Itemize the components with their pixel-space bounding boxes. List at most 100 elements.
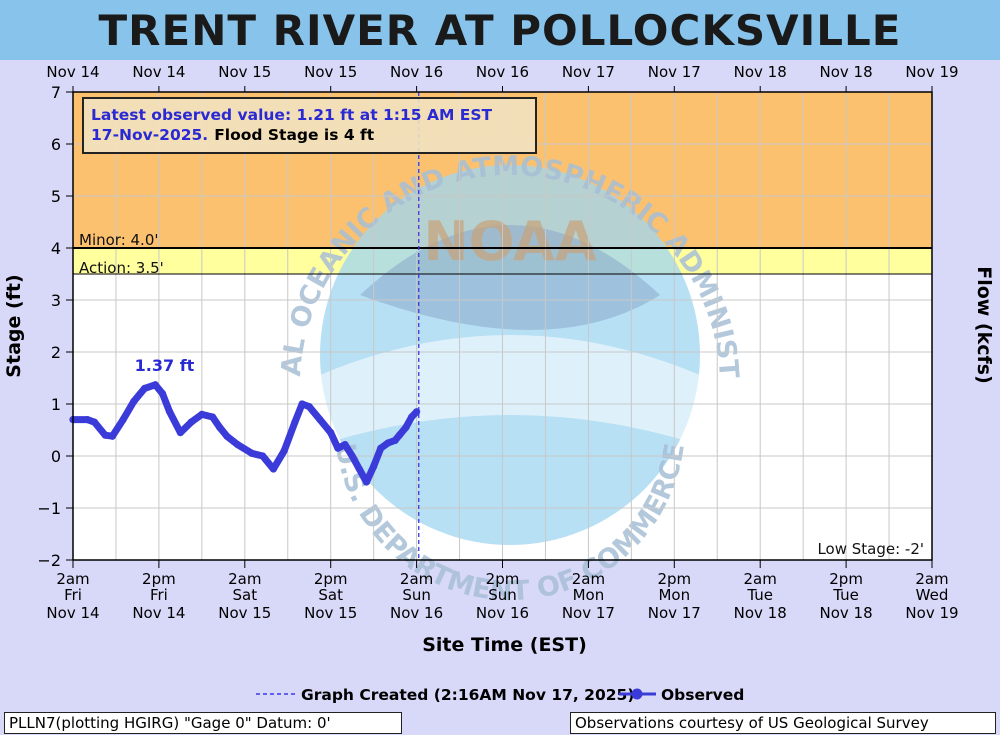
bottom-tick-date: Nov 17	[648, 604, 701, 622]
bottom-tick-time: 2am	[744, 570, 777, 588]
observed-point	[298, 400, 306, 408]
top-tick-label: Nov 16	[390, 63, 443, 81]
bottom-tick-day: Wed	[916, 586, 949, 604]
bottom-tick-day: Fri	[150, 586, 168, 604]
y-tick-label: 4	[51, 239, 61, 258]
y-tick-label: −1	[37, 499, 61, 518]
source-note: Observations courtesy of US Geological S…	[570, 712, 996, 734]
top-tick-label: Nov 18	[820, 63, 873, 81]
bottom-tick-date: Nov 18	[734, 604, 787, 622]
y-tick-label: 2	[51, 343, 61, 362]
bottom-tick-time: 2am	[572, 570, 605, 588]
chart-legend: Graph Created (2:16AM Nov 17, 2025) Obser…	[256, 686, 744, 704]
observed-point	[234, 440, 242, 449]
observed-point	[259, 452, 267, 460]
top-tick-label: Nov 18	[734, 63, 787, 81]
observed-point	[395, 431, 404, 439]
bottom-tick-time: 2pm	[314, 570, 348, 588]
bottom-tick-day: Sun	[488, 586, 517, 604]
bottom-tick-date: Nov 14	[132, 604, 185, 622]
minor-stage-label: Minor: 4.0'	[79, 231, 159, 249]
observed-point	[341, 440, 349, 449]
y-axis-label: Stage (ft)	[3, 274, 25, 377]
watermark-center-text: NOAA	[423, 210, 596, 273]
bottom-tick-date: Nov 15	[218, 604, 271, 622]
observed-point	[355, 465, 363, 473]
observed-point	[407, 413, 416, 421]
top-tick-label: Nov 14	[132, 63, 185, 81]
bottom-tick-time: 2am	[56, 570, 89, 588]
bottom-tick-time: 2am	[400, 570, 433, 588]
bottom-tick-date: Nov 16	[476, 604, 529, 622]
x-axis-label: Site Time (EST)	[422, 634, 587, 656]
observed-point	[327, 429, 335, 437]
chart-title: TRENT RIVER AT POLLOCKSVILLE	[98, 5, 902, 55]
observed-point	[334, 444, 342, 452]
top-tick-label: Nov 15	[218, 63, 271, 81]
observed-point	[291, 418, 299, 426]
top-tick-label: Nov 15	[304, 63, 357, 81]
bottom-tick-day: Sun	[402, 586, 431, 604]
bottom-tick-day: Sat	[232, 586, 257, 604]
observed-point	[316, 416, 324, 424]
observed-point	[413, 408, 421, 416]
bottom-tick-date: Nov 17	[562, 604, 615, 622]
legend-created-label: Graph Created (2:16AM Nov 17, 2025)	[301, 686, 634, 704]
bottom-tick-date: Nov 14	[46, 604, 99, 622]
observed-line	[69, 381, 421, 486]
observed-point	[402, 423, 410, 431]
observed-point	[130, 397, 138, 405]
observed-point	[151, 381, 159, 389]
observed-point	[248, 449, 256, 457]
observed-point	[384, 439, 392, 447]
top-tick-label: Nov 17	[648, 63, 701, 81]
bottom-tick-day: Tue	[832, 586, 859, 604]
bottom-tick-day: Mon	[658, 586, 690, 604]
observed-point	[223, 432, 231, 440]
y-tick-label: 7	[51, 83, 61, 102]
observed-point	[90, 418, 99, 426]
observed-point	[391, 436, 399, 444]
info-flood-stage: Flood Stage is 4 ft	[214, 126, 375, 144]
bottom-tick-time: 2pm	[829, 570, 863, 588]
bottom-tick-day: Mon	[573, 586, 605, 604]
y-tick-label: 5	[51, 187, 61, 206]
observed-point	[158, 390, 167, 398]
watermark-gull	[360, 225, 660, 330]
bottom-tick-day: Tue	[746, 586, 773, 604]
observed-series: 1.37 ft	[69, 356, 421, 486]
observed-point	[140, 384, 149, 392]
observed-point	[348, 452, 356, 460]
bottom-tick-time: 2pm	[486, 570, 520, 588]
observed-point	[305, 403, 313, 411]
observed-point	[187, 418, 195, 426]
bottom-tick-day: Fri	[64, 586, 82, 604]
info-line-1: Latest observed value: 1.21 ft at 1:15 A…	[91, 106, 493, 124]
observed-point	[101, 431, 109, 439]
low-stage-label: Low Stage: -2'	[817, 540, 924, 558]
observed-point	[370, 462, 378, 470]
y-tick-label: 1	[51, 395, 61, 414]
observed-point	[362, 478, 371, 486]
bottom-tick-date: Nov 15	[304, 604, 357, 622]
latest-observed-box: Latest observed value: 1.21 ft at 1:15 A…	[82, 97, 537, 154]
observed-point	[108, 432, 116, 440]
threshold-lines: Minor: 4.0' Action: 3.5' Low Stage: -2'	[73, 231, 932, 558]
y2-axis-label: Flow (kcfs)	[973, 266, 995, 384]
grid-lines	[72, 91, 933, 561]
observed-point	[216, 423, 224, 431]
legend-observed-label: Observed	[661, 686, 744, 704]
bottom-tick-time: 2pm	[657, 570, 691, 588]
observed-point	[377, 444, 385, 452]
bottom-tick-time: 2am	[915, 570, 948, 588]
title-bar: TRENT RIVER AT POLLOCKSVILLE	[0, 0, 1000, 60]
bottom-tick-time: 2pm	[142, 570, 176, 588]
bottom-tick-date: Nov 19	[905, 604, 958, 622]
datum-note: PLLN7(plotting HGIRG) "Gage 0" Datum: 0'	[4, 712, 402, 734]
info-line-2: 17-Nov-2025. Flood Stage is 4 ft	[91, 126, 375, 144]
peak-label: 1.37 ft	[135, 356, 195, 375]
observed-point	[83, 416, 91, 424]
observed-point	[208, 413, 217, 421]
